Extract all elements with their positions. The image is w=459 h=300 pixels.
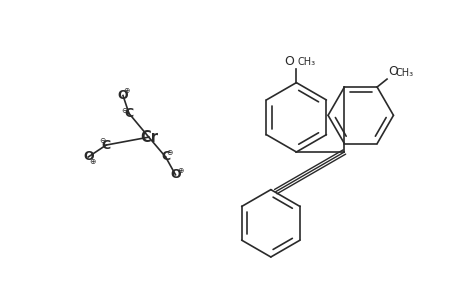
Text: C: C <box>101 139 111 152</box>
Text: O: O <box>170 168 180 181</box>
Text: ⊖: ⊖ <box>99 136 105 145</box>
Text: CH₃: CH₃ <box>395 68 413 78</box>
Text: ⊕: ⊕ <box>123 86 130 95</box>
Text: O: O <box>284 55 294 68</box>
Text: C: C <box>161 150 170 164</box>
Text: ⊕: ⊕ <box>177 166 183 175</box>
Text: CH₃: CH₃ <box>297 57 315 67</box>
Text: C: C <box>124 107 133 120</box>
Text: O: O <box>118 89 128 102</box>
Text: ⊕: ⊕ <box>89 158 95 166</box>
Text: ⊖: ⊖ <box>121 106 127 115</box>
Text: O: O <box>83 150 94 164</box>
Text: Cr: Cr <box>140 130 157 145</box>
Text: ⊖: ⊖ <box>166 148 173 158</box>
Text: O: O <box>387 65 397 78</box>
